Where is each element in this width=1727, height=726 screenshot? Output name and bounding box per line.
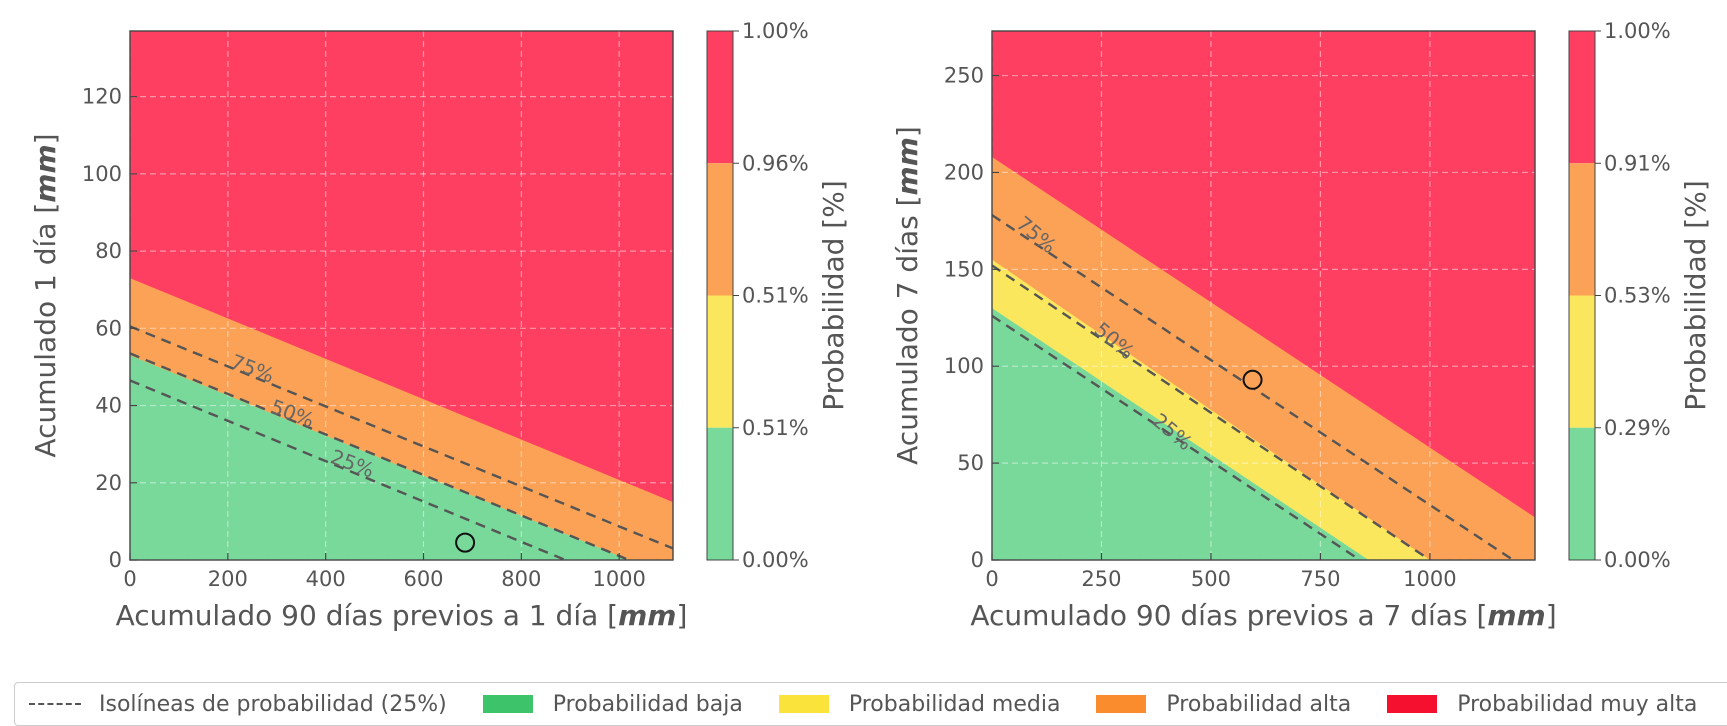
x-tick-label: 200 [208, 567, 248, 591]
y-tick-label: 60 [95, 316, 122, 340]
colorbar-tick-label: 1.00% [1604, 19, 1671, 43]
isoline-25 [992, 314, 1361, 560]
y-tick-label: 80 [95, 239, 122, 263]
high-swatch-icon [1096, 695, 1147, 713]
colorbar-tick-label: 0.51% [742, 284, 809, 308]
y-tick-label: 100 [82, 162, 122, 186]
medium-swatch-icon [778, 695, 829, 713]
y-tick-label: 40 [95, 394, 122, 418]
plot-area [130, 31, 673, 560]
y-tick-label: 250 [944, 64, 984, 88]
x-tick-label: 800 [501, 567, 541, 591]
colorbar-segment-high [707, 163, 733, 296]
y-axis-title-unit: mm [891, 137, 924, 195]
x-axis-title-suffix: ] [676, 599, 687, 632]
y-tick-label: 100 [944, 354, 984, 378]
plot-frame [991, 30, 1536, 561]
colorbar-tick-label: 0.00% [1604, 548, 1671, 572]
legend-item-isolines: Isolíneas de probabilidad (25%) [29, 692, 447, 717]
legend-label-medium: Probabilidad media [848, 691, 1061, 717]
x-axis-title: Acumulado 90 días previos a 7 días [mm] [970, 599, 1556, 632]
y-tick-label: 0 [971, 548, 984, 572]
colorbar-tick-label: 0.29% [1604, 416, 1671, 440]
legend-item-high: Probabilidad alta [1096, 692, 1351, 717]
legend-label-very-high: Probabilidad muy alta [1457, 691, 1698, 717]
data-point-marker [1242, 369, 1263, 390]
y-tick-label: 0 [109, 548, 122, 572]
x-axis-title-unit: mm [1487, 599, 1545, 632]
isoline-75 [130, 325, 673, 550]
y-axis-title-suffix: ] [29, 133, 62, 144]
x-tick-label: 1000 [592, 567, 645, 591]
x-axis-title: Acumulado 90 días previos a 1 día [mm] [116, 599, 688, 632]
data-point-marker [455, 532, 476, 553]
x-tick-label: 500 [1191, 567, 1231, 591]
colorbar-tick-label: 0.96% [742, 151, 809, 175]
colorbar-tick-label: 1.00% [742, 19, 809, 43]
legend-label-isolines: Isolíneas de probabilidad (25%) [99, 691, 447, 717]
legend-label-high: Probabilidad alta [1166, 691, 1352, 717]
figure: 25%50%75%0 200 400 600 800 100002040608010012… [29, 19, 1712, 632]
x-axis-title-suffix: ] [1546, 599, 1557, 632]
plot-area [992, 31, 1535, 560]
isoline-25 [130, 379, 566, 560]
y-tick-label: 20 [95, 471, 122, 495]
colorbar-tick-label: 0.00% [742, 548, 809, 572]
plot-frame [129, 30, 674, 561]
y-axis-title-prefix: Acumulado 1 día [ [29, 203, 62, 458]
chart-1-day: 25%50%75%0 200 400 600 800 100002040608010012… [29, 19, 850, 632]
colorbar-title: Probabilidad [%] [1679, 180, 1712, 411]
colorbar-segment-high [1569, 163, 1595, 296]
y-tick-label: 200 [944, 160, 984, 184]
x-tick-label: 250 [1081, 567, 1121, 591]
low-swatch-icon [482, 695, 533, 713]
legend-item-low: Probabilidad baja [482, 691, 743, 717]
y-axis-title: Acumulado 1 día [mm] [29, 133, 62, 457]
x-tick-label: 0 [123, 567, 136, 591]
isoline-legend-icon [29, 703, 81, 705]
chart-7-days: 25%50%75%0 250 500 750 1000050100150200250Ac… [891, 19, 1712, 632]
y-tick-label: 120 [82, 85, 122, 109]
colorbar: 1.00% 0.96% 0.51% 0.51% 0.00% Probabilidad [%… [706, 19, 850, 572]
x-tick-label: 750 [1300, 567, 1340, 591]
colorbar-title: Probabilidad [%] [817, 180, 850, 411]
x-tick-label: 600 [403, 567, 443, 591]
colorbar-segment-very-high [707, 31, 733, 164]
colorbar: 1.00% 0.91% 0.53% 0.29% 0.00% Probabilidad [%… [1568, 19, 1712, 572]
colorbar-segment-low [1569, 427, 1595, 560]
isoline-50 [130, 352, 630, 560]
colorbar-segment-medium [707, 295, 733, 428]
legend: Isolíneas de probabilidad (25%) Probabil… [14, 682, 1727, 726]
legend-label-low: Probabilidad baja [552, 691, 743, 717]
colorbar-tick-label: 0.53% [1604, 284, 1671, 308]
colorbar-segment-very-high [1569, 31, 1595, 164]
x-axis-title-unit: mm [618, 599, 676, 632]
x-tick-label: 0 [985, 567, 998, 591]
isoline-50 [992, 264, 1431, 560]
colorbar-tick-label: 0.91% [1604, 151, 1671, 175]
y-axis-title-unit: mm [29, 144, 62, 202]
legend-item-very-high: Probabilidad muy alta [1387, 692, 1697, 717]
x-axis-title-prefix: Acumulado 90 días previos a 1 día [ [116, 599, 618, 632]
very-high-swatch-icon [1387, 695, 1438, 713]
colorbar-tick-label: 0.51% [742, 416, 809, 440]
x-tick-label: 1000 [1403, 567, 1456, 591]
colorbar-segment-low [707, 427, 733, 560]
colorbar-segment-medium [1569, 295, 1595, 428]
y-axis-title-suffix: ] [891, 126, 924, 137]
y-axis-title-prefix: Acumulado 7 días [ [891, 195, 924, 464]
region-low [130, 355, 673, 560]
x-axis-title-prefix: Acumulado 90 días previos a 7 días [ [970, 599, 1487, 632]
y-tick-label: 50 [957, 451, 984, 475]
y-tick-label: 150 [944, 257, 984, 281]
x-tick-label: 400 [306, 567, 346, 591]
y-axis-title: Acumulado 7 días [mm] [891, 126, 924, 465]
region-low [992, 308, 1535, 560]
legend-item-medium: Probabilidad media [778, 691, 1061, 717]
